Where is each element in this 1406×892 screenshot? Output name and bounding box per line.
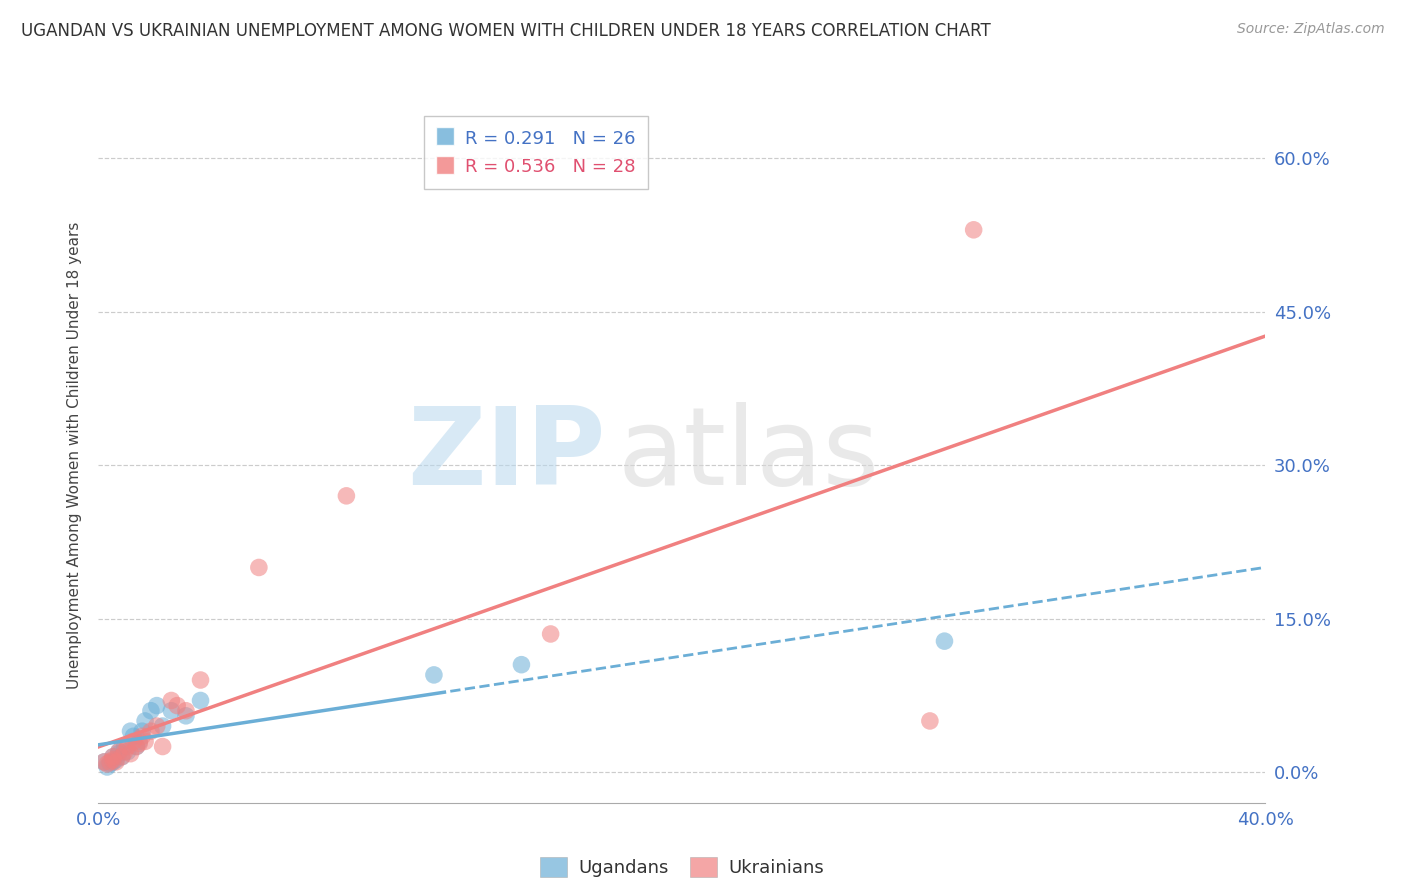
Point [93, 755, 115, 769]
Point [510, 657, 533, 672]
Point [174, 704, 197, 718]
Point [190, 673, 212, 687]
Point [174, 708, 197, 723]
Point [101, 749, 124, 764]
Point [98, 756, 121, 771]
Point [104, 755, 127, 769]
Point [114, 739, 136, 754]
Point [120, 724, 142, 739]
Point [108, 745, 131, 759]
Point [160, 693, 183, 707]
Point [101, 749, 124, 764]
Point [540, 627, 562, 641]
Point [114, 745, 136, 759]
Point [918, 714, 941, 728]
Point [152, 739, 174, 754]
Point [146, 719, 169, 733]
Point [111, 749, 134, 764]
Point [108, 745, 131, 759]
Point [134, 714, 156, 728]
Point [117, 745, 139, 759]
Point [122, 734, 145, 748]
Point [190, 693, 212, 707]
Point [934, 634, 956, 648]
Point [96, 760, 118, 774]
Legend: Ugandans, Ukrainians: Ugandans, Ukrainians [533, 850, 831, 884]
Point [166, 698, 188, 713]
Point [128, 736, 150, 750]
Text: Source: ZipAtlas.com: Source: ZipAtlas.com [1237, 22, 1385, 37]
Point [101, 755, 124, 769]
Point [93, 755, 115, 769]
Point [131, 724, 153, 739]
Point [131, 729, 153, 743]
Point [247, 560, 270, 574]
Point [98, 755, 121, 769]
Text: atlas: atlas [617, 402, 880, 508]
Point [101, 753, 124, 767]
Text: UGANDAN VS UKRAINIAN UNEMPLOYMENT AMONG WOMEN WITH CHILDREN UNDER 18 YEARS CORRE: UGANDAN VS UKRAINIAN UNEMPLOYMENT AMONG … [21, 22, 991, 40]
Point [139, 704, 162, 718]
Point [146, 698, 169, 713]
Point [152, 719, 174, 733]
Point [108, 747, 131, 761]
Point [139, 724, 162, 739]
Point [104, 753, 127, 767]
Point [134, 734, 156, 748]
Point [335, 489, 357, 503]
Point [160, 704, 183, 718]
Point [125, 739, 148, 754]
Point [111, 749, 134, 764]
Point [117, 739, 139, 754]
Point [96, 756, 118, 771]
Point [125, 739, 148, 754]
Point [128, 734, 150, 748]
Point [423, 668, 446, 682]
Y-axis label: Unemployment Among Women with Children Under 18 years: Unemployment Among Women with Children U… [67, 221, 83, 689]
Point [120, 747, 142, 761]
Point [962, 223, 984, 237]
Text: ZIP: ZIP [408, 402, 606, 508]
Point [122, 729, 145, 743]
